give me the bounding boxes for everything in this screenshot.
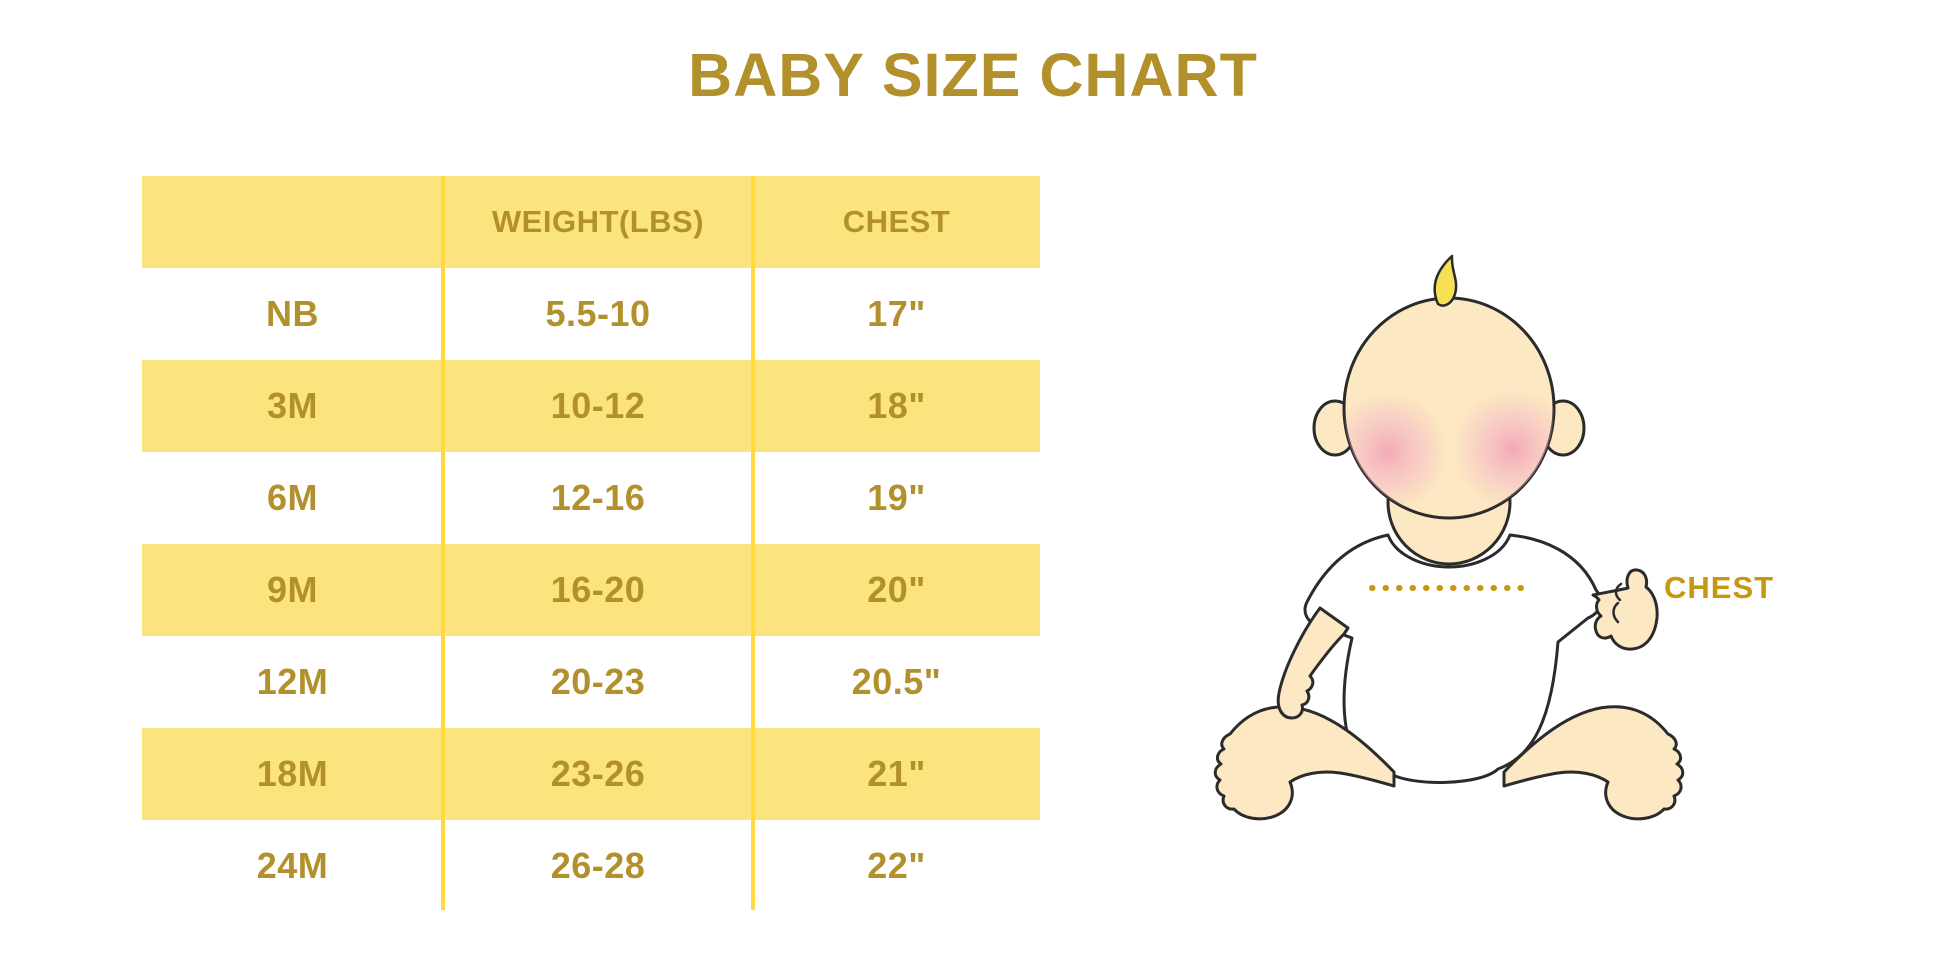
size-cell: 24M [256,845,329,886]
header-cell-weight: WEIGHT(LBS) [491,204,705,239]
page-title: BABY SIZE CHART [688,41,1258,109]
table-row: 24M 26-28 22" [142,820,1040,912]
baby-hair-tuft [1433,254,1458,307]
table-row: 6M 12-16 19" [142,452,1040,544]
chest-cell: 21" [867,753,926,794]
weight-cell: 20-23 [550,661,646,702]
column-divider [751,176,755,910]
chest-cell: 18" [867,385,926,426]
size-cell: 9M [266,569,318,610]
header-cell-chest: CHEST [842,204,951,239]
chest-cell: 17" [867,293,926,334]
size-cell: 3M [266,385,318,426]
weight-cell: 10-12 [550,385,646,426]
size-table: WEIGHT(LBS) CHEST NB 5.5-10 17" 3M 10-12… [142,176,1040,912]
weight-cell: 16-20 [550,569,646,610]
column-divider [441,176,445,910]
baby-illustration [1213,254,1685,821]
chest-measure-label: CHEST [1664,570,1775,605]
table-row: 12M 20-23 20.5" [142,636,1040,728]
size-cell: 18M [256,753,329,794]
size-cell: 12M [256,661,329,702]
weight-cell: 23-26 [550,753,646,794]
chest-cell: 20.5" [851,661,942,702]
baby-fist-knuckle-lines [1612,582,1623,624]
table-row: 3M 10-12 18" [142,360,1040,452]
size-cell: 6M [266,477,318,518]
size-cell: NB [266,293,319,334]
weight-cell: 5.5-10 [545,293,651,334]
baby-arm-left [1276,606,1350,720]
chest-cell: 19" [867,477,926,518]
chest-cell: 20" [867,569,926,610]
header-cell-size [142,176,443,268]
weight-cell: 12-16 [550,477,646,518]
baby-leg-left [1213,705,1396,821]
table-row: 18M 23-26 21" [142,728,1040,820]
weight-cell: 26-28 [550,845,646,886]
table-header-row: WEIGHT(LBS) CHEST [142,176,1040,268]
baby-arm-right-fist [1591,568,1659,651]
chest-cell: 22" [867,845,926,886]
table-row: 9M 16-20 20" [142,544,1040,636]
table-row: NB 5.5-10 17" [142,268,1040,360]
